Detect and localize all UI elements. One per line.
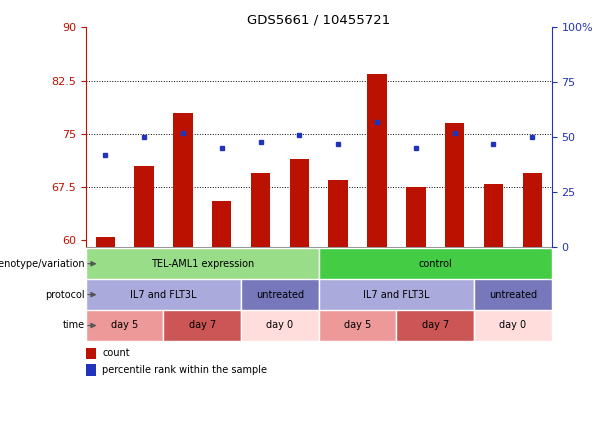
Bar <box>329 180 348 247</box>
Bar <box>445 123 465 247</box>
Text: control: control <box>418 259 452 269</box>
Bar <box>86 279 241 310</box>
Bar <box>251 173 270 247</box>
Bar <box>290 159 309 247</box>
Text: genotype/variation: genotype/variation <box>0 259 85 269</box>
Bar <box>484 184 503 247</box>
Bar <box>134 166 154 247</box>
Bar <box>397 310 474 341</box>
Title: GDS5661 / 10455721: GDS5661 / 10455721 <box>247 14 390 26</box>
Text: untreated: untreated <box>256 290 304 299</box>
Bar <box>212 201 232 247</box>
Bar <box>319 310 397 341</box>
Bar <box>86 348 96 359</box>
Bar <box>241 279 319 310</box>
Text: time: time <box>63 321 85 330</box>
Bar <box>96 237 115 247</box>
Bar <box>406 187 425 247</box>
Text: day 5: day 5 <box>111 321 139 330</box>
Text: day 0: day 0 <box>500 321 527 330</box>
Text: day 5: day 5 <box>344 321 371 330</box>
Text: untreated: untreated <box>489 290 537 299</box>
Text: protocol: protocol <box>45 290 85 299</box>
Bar <box>86 248 319 279</box>
Bar <box>367 74 387 247</box>
Bar <box>522 173 542 247</box>
Text: day 7: day 7 <box>422 321 449 330</box>
Bar <box>86 310 164 341</box>
Bar <box>474 310 552 341</box>
Bar <box>474 279 552 310</box>
Text: percentile rank within the sample: percentile rank within the sample <box>102 365 267 375</box>
Text: day 0: day 0 <box>267 321 294 330</box>
Bar <box>173 113 192 247</box>
Text: count: count <box>102 349 130 358</box>
Bar <box>319 279 474 310</box>
Bar <box>86 364 96 376</box>
Bar <box>164 310 241 341</box>
Bar <box>319 248 552 279</box>
Text: IL7 and FLT3L: IL7 and FLT3L <box>130 290 197 299</box>
Text: IL7 and FLT3L: IL7 and FLT3L <box>363 290 430 299</box>
Text: TEL-AML1 expression: TEL-AML1 expression <box>151 259 254 269</box>
Text: day 7: day 7 <box>189 321 216 330</box>
Bar <box>241 310 319 341</box>
